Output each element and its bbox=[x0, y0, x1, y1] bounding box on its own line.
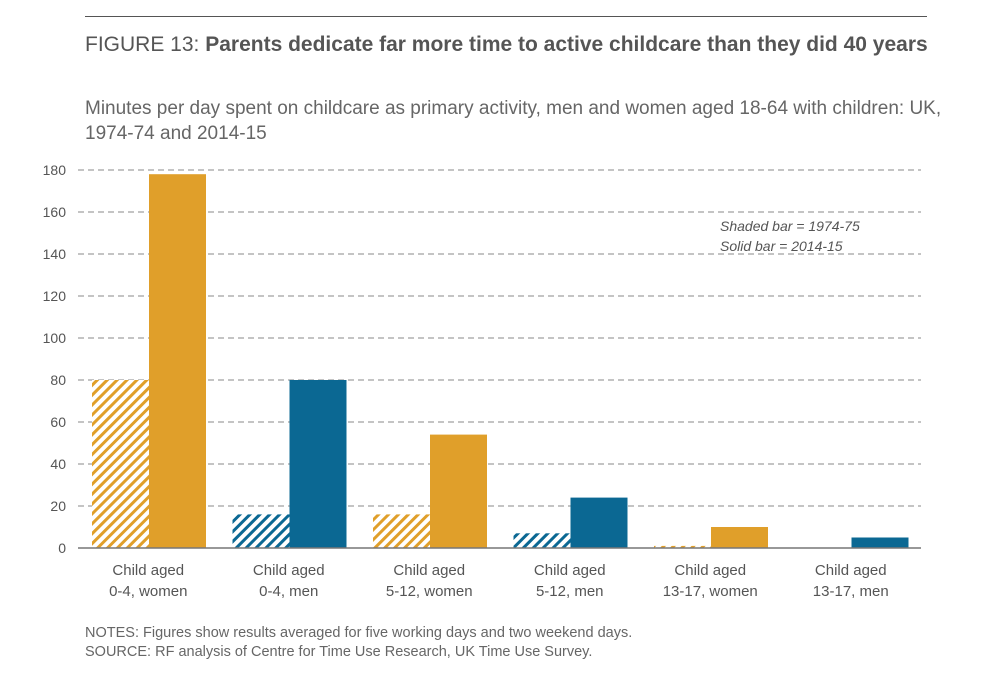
x-tick-label: 0-4, women bbox=[109, 583, 187, 600]
y-tick-label: 140 bbox=[43, 246, 67, 262]
legend: Shaded bar = 1974-75 Solid bar = 2014-15 bbox=[720, 218, 860, 254]
grid-lines bbox=[78, 169, 921, 507]
x-tick-label: Child aged bbox=[253, 562, 325, 579]
x-tick-label: Child aged bbox=[534, 562, 606, 579]
bar-1974-75 bbox=[232, 514, 290, 548]
y-tick-label: 80 bbox=[50, 372, 66, 388]
y-tick-label: 0 bbox=[58, 540, 66, 556]
x-tick-labels: Child aged 0-4, women Child aged 0-4, men Ch… bbox=[109, 562, 889, 600]
y-tick-label: 120 bbox=[43, 288, 67, 304]
notes-line: NOTES: Figures show results averaged for… bbox=[85, 625, 633, 641]
legend-entry: Solid bar = 2014-15 bbox=[720, 238, 843, 254]
top-rule bbox=[85, 16, 927, 17]
figure-title: FIGURE 13: Parents dedicate far more tim… bbox=[85, 30, 945, 60]
bar-1974-75 bbox=[513, 533, 571, 548]
y-tick-label: 40 bbox=[50, 456, 66, 472]
x-tick-label: 5-12, women bbox=[386, 583, 473, 600]
x-tick-label: 0-4, men bbox=[259, 583, 318, 600]
bar-2014-15 bbox=[149, 174, 206, 548]
figure-headline: Parents dedicate far more time to active… bbox=[205, 33, 928, 56]
y-tick-label: 180 bbox=[43, 162, 67, 178]
x-tick-label: Child aged bbox=[815, 562, 887, 579]
y-tick-label: 20 bbox=[50, 498, 66, 514]
x-tick-label: 5-12, men bbox=[536, 583, 604, 600]
bar-1974-75 bbox=[92, 380, 149, 548]
bar-2014-15 bbox=[851, 537, 909, 548]
x-tick-label: 13-17, women bbox=[663, 583, 758, 600]
bar-2014-15 bbox=[570, 497, 628, 548]
y-tick-label: 100 bbox=[43, 330, 67, 346]
bars bbox=[78, 174, 921, 549]
bar-2014-15 bbox=[289, 380, 347, 548]
figure-subtitle: Minutes per day spent on childcare as pr… bbox=[85, 98, 942, 144]
x-tick-label: Child aged bbox=[393, 562, 465, 579]
legend-entry: Shaded bar = 1974-75 bbox=[720, 218, 860, 234]
bar-2014-15 bbox=[711, 527, 768, 548]
source-line: SOURCE: RF analysis of Centre for Time U… bbox=[85, 644, 593, 660]
figure-label: FIGURE 13: bbox=[85, 33, 200, 56]
bar-1974-75 bbox=[373, 514, 430, 548]
x-tick-label: 13-17, men bbox=[813, 583, 889, 600]
x-tick-label: Child aged bbox=[674, 562, 746, 579]
bar-2014-15 bbox=[430, 434, 487, 548]
bar-1974-75 bbox=[654, 545, 711, 548]
notes-block: NOTES: Figures show results averaged for… bbox=[85, 624, 632, 662]
x-tick-label: Child aged bbox=[112, 562, 184, 579]
y-tick-label: 60 bbox=[50, 414, 66, 430]
y-tick-label: 160 bbox=[43, 204, 67, 220]
y-tick-labels: 0 20 40 60 80 100 120 140 160 180 bbox=[43, 162, 67, 556]
